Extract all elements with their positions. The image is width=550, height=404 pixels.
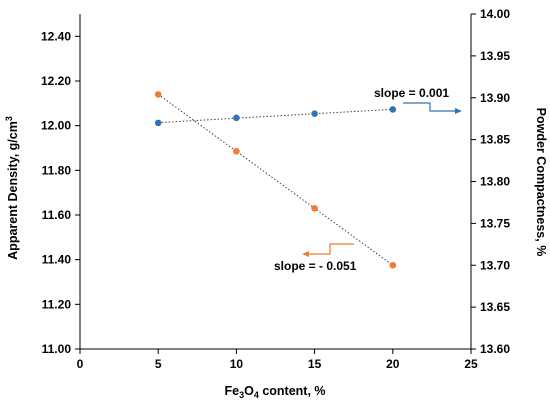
arrowhead-right-series [455, 108, 462, 114]
annotation-slope-left-series: slope = - 0.051 [274, 259, 357, 273]
annotation-slope-right-series: slope = 0.001 [374, 86, 449, 100]
left-y-tick-label: 12.40 [41, 29, 71, 43]
x-tick-label: 25 [464, 357, 478, 371]
right-y-axis-title: Powder Compactness, % [534, 108, 548, 257]
data-point-series-0 [233, 148, 240, 155]
x-tick-label: 10 [230, 357, 244, 371]
right-y-tick-label: 14.00 [480, 7, 510, 21]
x-tick-label: 5 [155, 357, 162, 371]
data-point-series-1 [233, 114, 240, 122]
right-y-tick-label: 13.95 [480, 49, 510, 63]
trendlines [157, 93, 394, 266]
right-y-tick-label: 13.65 [480, 300, 510, 314]
data-point-series-0 [311, 205, 318, 212]
left-y-tick-label: 11.40 [42, 253, 72, 267]
data-point-series-1 [311, 110, 318, 117]
data-points [154, 91, 397, 269]
left-y-tick-label: 11.80 [42, 163, 72, 177]
x-axis-title: Fe3O4 content, % [224, 384, 325, 400]
right-y-tick-label: 13.70 [480, 258, 510, 272]
x-axis-ticks: 0 5 10 15 20 25 [77, 349, 478, 371]
right-y-tick-label: 13.85 [480, 133, 510, 147]
data-point-series-1 [389, 106, 397, 113]
data-point-series-1 [154, 119, 162, 127]
x-tick-label: 20 [386, 357, 400, 371]
arrowhead-left-series [302, 251, 309, 257]
left-y-tick-label: 12.20 [41, 74, 71, 88]
right-y-tick-label: 13.90 [480, 91, 510, 105]
arrow-right-series [403, 102, 456, 112]
right-y-tick-label: 13.60 [480, 342, 510, 356]
left-y-tick-label: 11.00 [42, 342, 72, 356]
x-tick-label: 0 [77, 357, 84, 371]
right-y-tick-label: 13.80 [480, 175, 510, 189]
data-point-series-0 [154, 91, 162, 98]
left-y-tick-label: 12.00 [41, 119, 71, 133]
left-y-axis-title: Apparent Density, g/cm3 [4, 116, 20, 260]
right-y-tick-label: 13.75 [480, 216, 510, 230]
data-point-series-0 [389, 261, 397, 269]
trendline-series-0 [157, 93, 394, 266]
left-y-tick-label: 11.20 [42, 297, 72, 311]
x-tick-label: 15 [308, 357, 322, 371]
left-y-tick-label: 11.60 [42, 208, 72, 222]
left-y-axis-ticks: 11.00 11.20 11.40 11.60 11.80 12.00 12.20 12.40 [41, 29, 80, 356]
right-y-axis-ticks: 13.60 13.65 13.70 13.75 13.80 13.85 13.90 13.95… [471, 7, 510, 356]
arrow-left-series [309, 243, 354, 255]
trendline-series-1 [158, 108, 393, 124]
